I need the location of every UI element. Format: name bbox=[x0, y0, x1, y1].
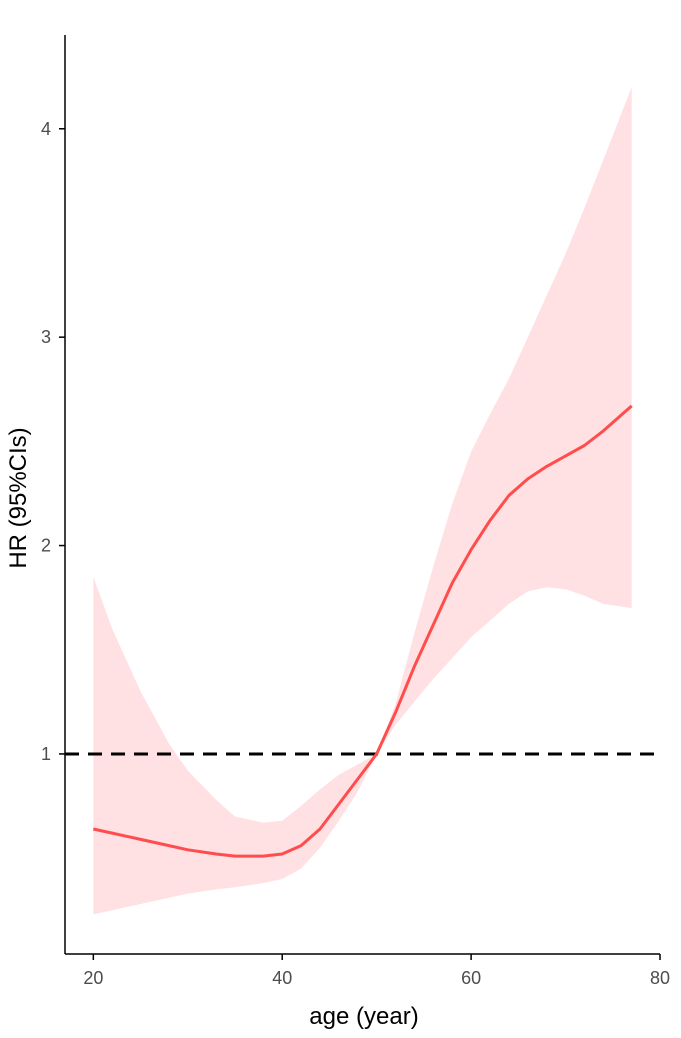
y-tick-label: 4 bbox=[41, 119, 51, 139]
y-axis-title: HR (95%CIs) bbox=[5, 427, 32, 568]
y-tick-label: 3 bbox=[41, 327, 51, 347]
x-axis-title: age (year) bbox=[309, 1003, 418, 1030]
y-tick-label: 2 bbox=[41, 536, 51, 556]
confidence-band bbox=[93, 87, 632, 915]
x-tick-label: 20 bbox=[83, 968, 103, 988]
confidence-band-layer bbox=[93, 87, 632, 915]
axes-layer: 20 40 60 80 1 2 3 4 bbox=[41, 35, 670, 988]
x-tick-label: 80 bbox=[650, 968, 670, 988]
hr-line-layer bbox=[92, 404, 633, 858]
x-tick-label: 60 bbox=[461, 968, 481, 988]
hr-line bbox=[92, 404, 633, 858]
y-tick-label: 1 bbox=[41, 744, 51, 764]
x-tick-label: 40 bbox=[272, 968, 292, 988]
